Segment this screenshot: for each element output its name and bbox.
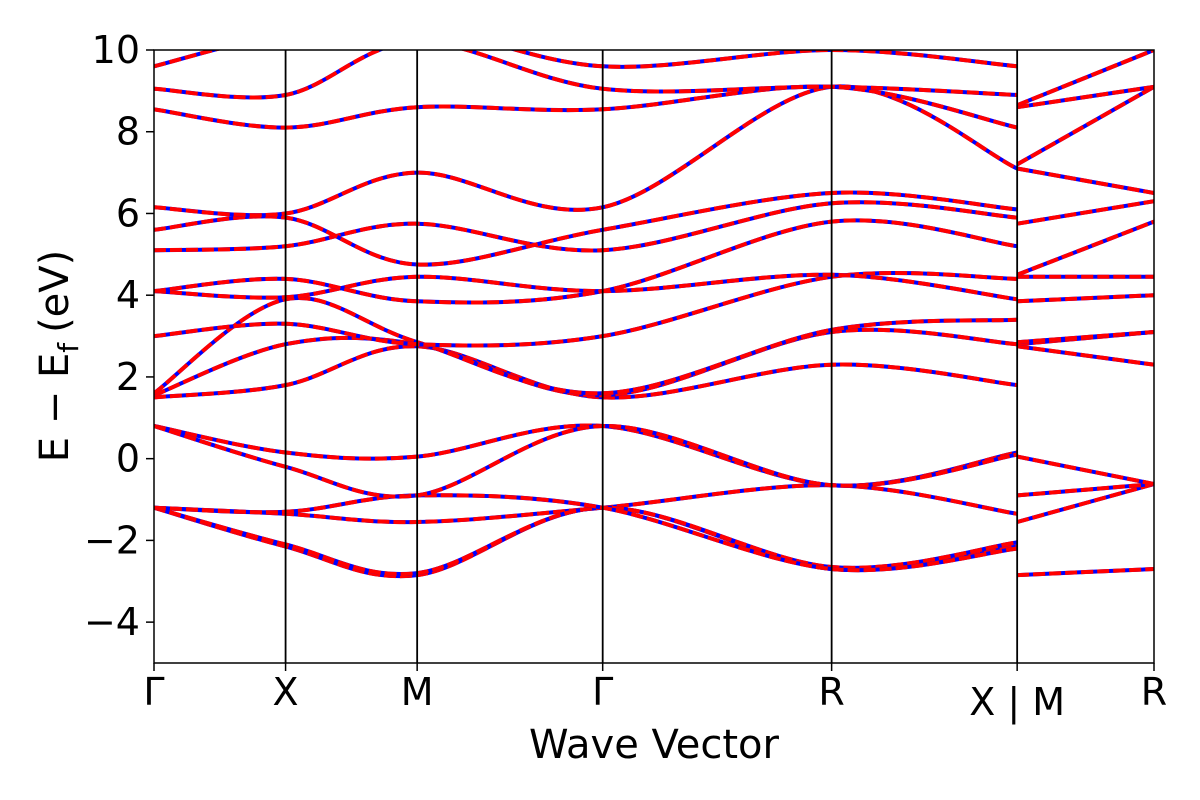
band-0-17-b (154, 50, 1018, 69)
x-tick-label-6: R (1141, 670, 1167, 714)
band-0-4-b (154, 423, 1018, 488)
x-tick-label-1: X (273, 670, 299, 714)
band-1-12-b (1016, 85, 1154, 167)
band-0-9-b (154, 270, 1018, 348)
band-0-5-a (154, 423, 1018, 499)
band-1-0-b (1017, 567, 1154, 578)
band-1-14-b (1016, 50, 1154, 108)
band-1-11-b (1016, 166, 1154, 195)
y-tick-label-6: 8 (116, 110, 140, 154)
band-0-15-b (154, 84, 1018, 130)
band-0-2-a (154, 505, 1018, 577)
x-axis: Γ X M Γ R X | M R (143, 663, 1167, 725)
band-0-17-a (154, 50, 1018, 69)
band-1-13-b (1016, 84, 1154, 110)
plot-frame (153, 49, 1155, 664)
x-tick-label-2: M (401, 670, 434, 714)
y-tick-label-0: −4 (84, 600, 140, 644)
band-0-5-b (154, 423, 1018, 499)
x-tick-label-4: R (818, 670, 844, 714)
band-0-4-a (154, 423, 1018, 488)
band-1-4-b (1016, 344, 1154, 367)
x-tick-label-0: Γ (143, 670, 164, 714)
y-tick-label-2: 0 (116, 437, 140, 481)
band-1-10-b (1016, 199, 1154, 226)
band-1-2-b (1017, 482, 1154, 498)
band-1-7-b (1017, 293, 1154, 304)
bands-layer (154, 50, 1154, 579)
band-0-9-a (154, 270, 1018, 348)
y-tick-label-3: 2 (116, 355, 140, 399)
y-axis: −4 −2 0 2 4 6 8 10 (84, 28, 154, 644)
band-0-8-b (154, 296, 1018, 396)
band-0-3-b (154, 493, 1018, 573)
y-tick-label-1: −2 (84, 518, 140, 562)
x-tick-label-5: X | M (969, 680, 1065, 725)
kpoint-lines (284, 50, 1019, 663)
y-tick-label-4: 4 (116, 273, 140, 317)
y-axis-title-main: E − E (32, 353, 78, 463)
band-1-3-b (1016, 454, 1154, 486)
x-axis-title: Wave Vector (529, 722, 780, 768)
y-tick-label-7: 10 (92, 28, 140, 72)
y-axis-title-subscript: f (52, 342, 85, 353)
x-tick-label-3: Γ (592, 670, 613, 714)
band-1-6-b (1017, 330, 1154, 345)
band-0-6-b (154, 344, 1018, 400)
band-1-9-b (1016, 219, 1154, 277)
band-0-6-a (154, 344, 1018, 400)
y-tick-label-5: 6 (116, 191, 140, 235)
y-axis-title: E − Ef (eV) (32, 250, 85, 463)
y-axis-title-unit: (eV) (32, 250, 78, 333)
